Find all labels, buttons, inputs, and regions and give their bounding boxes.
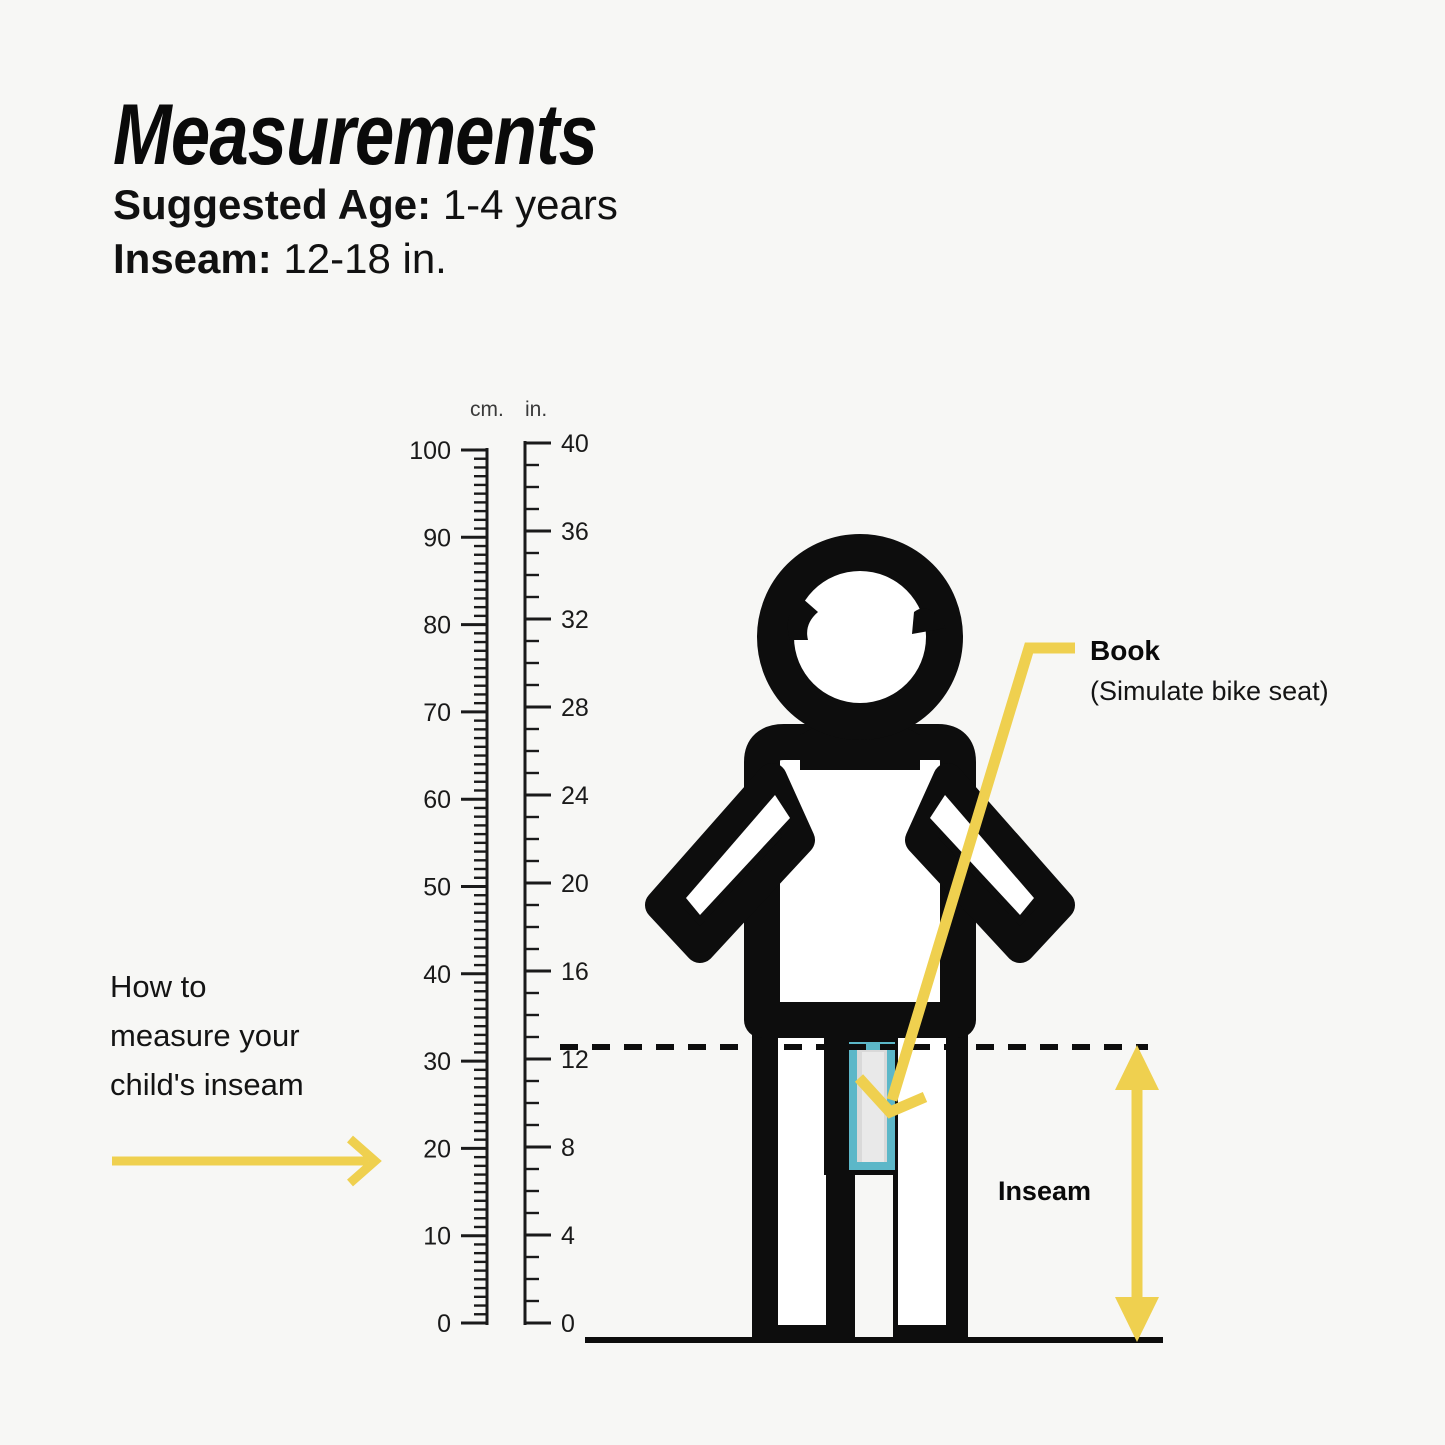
- ruler-cm-ticks: [461, 448, 487, 1325]
- figure-arm-left-inner: [686, 795, 790, 915]
- ruler-header-cm: cm.: [470, 398, 504, 421]
- spec-label-inseam: Inseam:: [113, 235, 272, 282]
- ruler-cm-label: 30: [423, 1048, 451, 1076]
- leader-arrow-icon: [854, 642, 1075, 1119]
- figure-head-ring: [757, 534, 963, 740]
- ruler-cm-label: 50: [423, 874, 451, 902]
- ruler-cm: 0 10 20 30 40 50 60 70 80 90 100: [409, 437, 489, 1338]
- ruler-cm-label: 60: [423, 786, 451, 814]
- figure-leg-gap: [855, 1175, 877, 1343]
- ruler-inch-label: 20: [561, 870, 589, 898]
- inseam-arrow-head-bottom: [1115, 1297, 1159, 1342]
- ruler-cm-label: 40: [423, 961, 451, 989]
- figure-arm-right-inner: [930, 795, 1034, 915]
- ruler-inch-ticks: [525, 441, 551, 1325]
- ruler-header-inch: in.: [525, 398, 547, 421]
- book-annotation-subtitle: (Simulate bike seat): [1090, 676, 1329, 706]
- howto-line-1: How to: [110, 969, 207, 1004]
- heading-block: Measurements Suggested Age: 1-4 years In…: [113, 92, 1013, 286]
- ruler-cm-label: 100: [409, 437, 451, 465]
- ruler-cm-label: 0: [437, 1310, 451, 1338]
- spec-label-age: Suggested Age:: [113, 181, 432, 228]
- ruler-inch-label: 40: [561, 430, 589, 458]
- howto-line-3: child's inseam: [110, 1067, 304, 1102]
- ruler-inch-label: 8: [561, 1134, 575, 1162]
- ruler-cm-label: 80: [423, 612, 451, 640]
- book-annotation-title: Book: [1090, 635, 1160, 666]
- ruler-cm-labels: 0 10 20 30 40 50 60 70 80 90 100: [409, 437, 451, 1338]
- howto-block: How to measure your child's inseam: [110, 962, 410, 1109]
- ruler-inch-label: 24: [561, 782, 589, 810]
- double-arrow-vertical-icon: [1115, 1045, 1159, 1342]
- ruler-cm-label: 10: [423, 1223, 451, 1251]
- figure-hair-right: [912, 608, 946, 634]
- spec-row-inseam: Inseam: 12-18 in.: [113, 232, 1013, 286]
- ruler-inch-label: 28: [561, 694, 589, 722]
- ruler-group: cm. in. 0 10 20 30 40 50 60 70 80 90 100 0 4 8 12 16 20…: [409, 398, 589, 1338]
- ruler-cm-label: 70: [423, 699, 451, 727]
- ruler-inch-label: 4: [561, 1222, 575, 1250]
- ruler-inch-labels: 0 4 8 12 16 20 24 28 32 36 40: [561, 430, 589, 1338]
- ruler-inch-label: 36: [561, 518, 589, 546]
- inseam-arrow-head-top: [1115, 1045, 1159, 1090]
- figure-torso: [744, 724, 976, 1038]
- ruler-inch-label: 0: [561, 1310, 575, 1338]
- ruler-cm-label: 90: [423, 524, 451, 552]
- howto-line-2: measure your: [110, 1018, 300, 1053]
- ruler-cm-label: 20: [423, 1135, 451, 1163]
- arrow-right-icon: [112, 1135, 382, 1187]
- ruler-inch-label: 32: [561, 606, 589, 634]
- figure-head-face: [794, 571, 926, 703]
- ruler-inch-label: 12: [561, 1046, 589, 1074]
- ruler-inch-label: 16: [561, 958, 589, 986]
- page-title: Measurements: [113, 87, 598, 183]
- ruler-inch: 0 4 8 12 16 20 24 28 32 36 40: [523, 430, 589, 1338]
- spec-row-age: Suggested Age: 1-4 years: [113, 178, 1013, 232]
- child-silhouette: [645, 534, 1075, 1343]
- figure-hair-left: [787, 598, 818, 640]
- spec-value-age: 1-4 years: [442, 181, 618, 228]
- book-annotation: Book (Simulate bike seat): [1090, 635, 1329, 706]
- inseam-label: Inseam: [998, 1176, 1091, 1206]
- spec-value-inseam: 12-18 in.: [283, 235, 447, 282]
